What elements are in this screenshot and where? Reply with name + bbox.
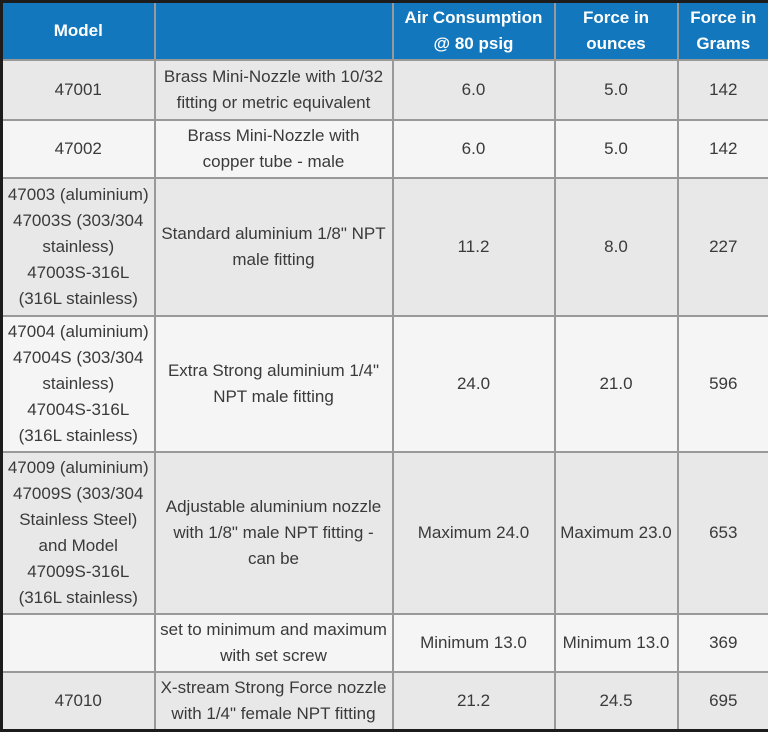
header-force-grams: Force in Grams [678,2,768,61]
description-cell: Extra Strong aluminium 1/4" NPT male fit… [155,316,393,452]
force-ounces-cell: Minimum 13.0 [555,614,678,672]
description-cell: X-stream Strong Force nozzle with 1/4" f… [155,672,393,731]
air-consumption-cell: Maximum 24.0 [393,452,555,614]
force-grams-cell: 227 [678,178,768,316]
air-consumption-cell: 11.2 [393,178,555,316]
table-header: Model Air Consumption @ 80 psig Force in… [2,2,768,61]
air-consumption-cell: 24.0 [393,316,555,452]
force-ounces-cell: 21.0 [555,316,678,452]
force-grams-cell: 653 [678,452,768,614]
description-cell: Adjustable aluminium nozzle with 1/8" ma… [155,452,393,614]
header-model: Model [2,2,155,61]
force-ounces-cell: 5.0 [555,120,678,178]
air-consumption-cell: 21.2 [393,672,555,731]
description-cell: set to minimum and maximum with set scre… [155,614,393,672]
model-cell: 47003 (aluminium) 47003S (303/304 stainl… [2,178,155,316]
table-row: 47003 (aluminium) 47003S (303/304 stainl… [2,178,768,316]
model-cell: 47002 [2,120,155,178]
force-ounces-cell: Maximum 23.0 [555,452,678,614]
table-row: 47009 (aluminium) 47009S (303/304 Stainl… [2,452,768,614]
model-cell: 47001 [2,60,155,120]
force-grams-cell: 369 [678,614,768,672]
header-force-ounces: Force in ounces [555,2,678,61]
air-consumption-cell: 6.0 [393,120,555,178]
air-consumption-cell: Minimum 13.0 [393,614,555,672]
header-air-consumption: Air Consumption @ 80 psig [393,2,555,61]
force-grams-cell: 142 [678,120,768,178]
description-cell: Brass Mini-Nozzle with 10/32 fitting or … [155,60,393,120]
description-cell: Standard aluminium 1/8" NPT male fitting [155,178,393,316]
force-grams-cell: 596 [678,316,768,452]
model-cell: 47010 [2,672,155,731]
force-grams-cell: 695 [678,672,768,731]
air-consumption-cell: 6.0 [393,60,555,120]
force-ounces-cell: 8.0 [555,178,678,316]
model-cell: 47009 (aluminium) 47009S (303/304 Stainl… [2,452,155,614]
header-description [155,2,393,61]
header-row: Model Air Consumption @ 80 psig Force in… [2,2,768,61]
force-ounces-cell: 24.5 [555,672,678,731]
description-cell: Brass Mini-Nozzle with copper tube - mal… [155,120,393,178]
model-cell: 47004 (aluminium) 47004S (303/304 stainl… [2,316,155,452]
model-cell [2,614,155,672]
table-row: set to minimum and maximum with set scre… [2,614,768,672]
table-row: 47004 (aluminium) 47004S (303/304 stainl… [2,316,768,452]
force-grams-cell: 142 [678,60,768,120]
force-ounces-cell: 5.0 [555,60,678,120]
